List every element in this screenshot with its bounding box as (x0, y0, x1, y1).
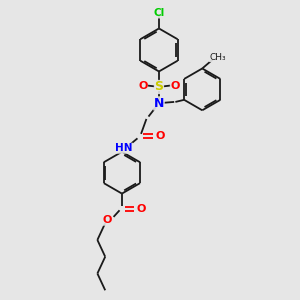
Text: O: O (103, 215, 112, 225)
Text: HN: HN (115, 143, 133, 153)
Text: O: O (155, 131, 164, 141)
Text: O: O (170, 80, 180, 91)
Text: N: N (154, 97, 164, 110)
Text: Cl: Cl (153, 8, 165, 18)
Text: O: O (136, 204, 146, 214)
Text: S: S (154, 80, 164, 94)
Text: CH₃: CH₃ (209, 52, 226, 62)
Text: O: O (138, 80, 148, 91)
